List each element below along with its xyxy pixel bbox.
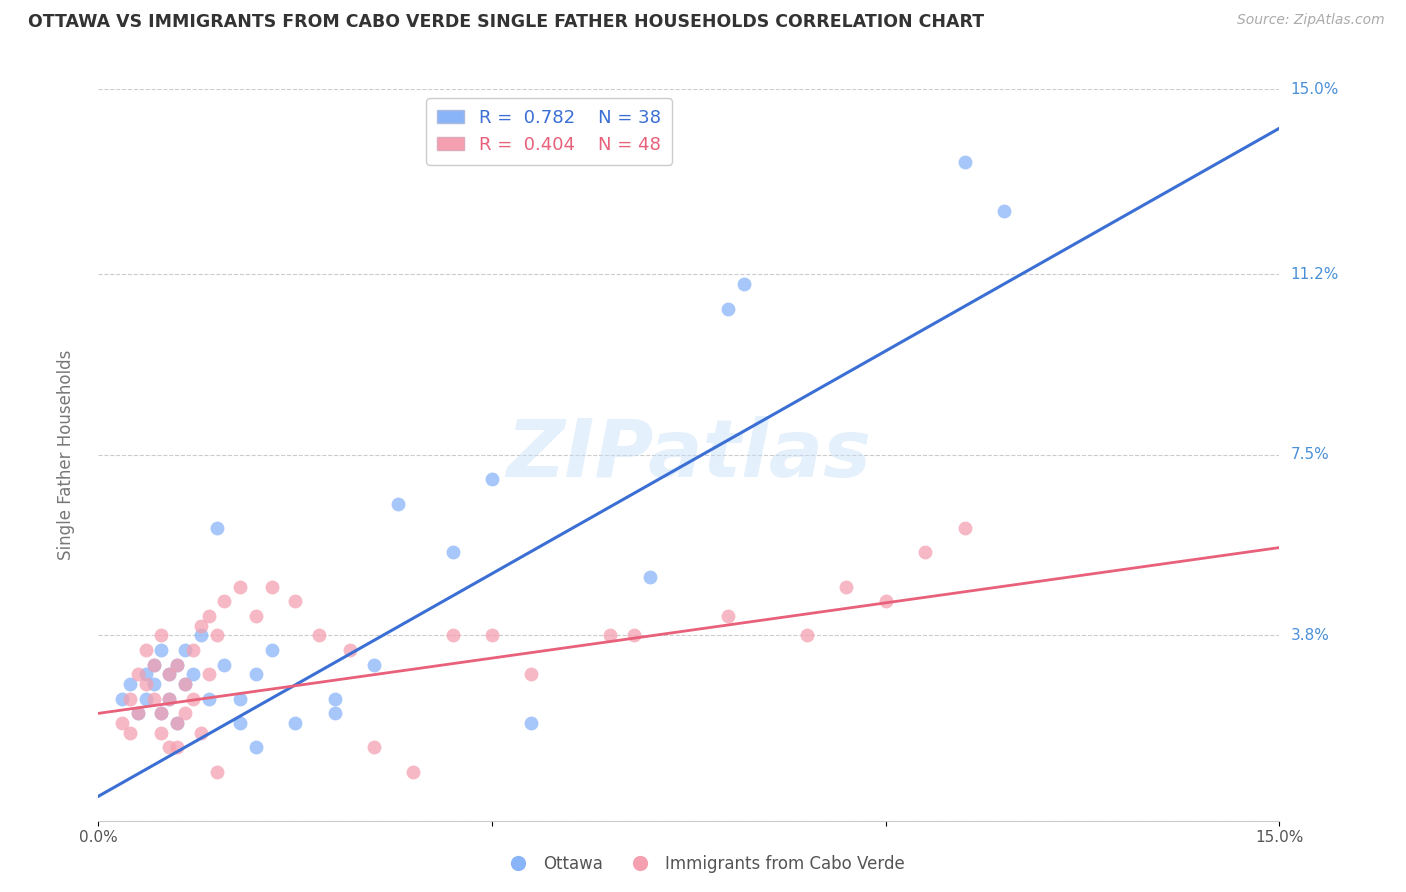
Point	[229, 580, 252, 594]
Point	[166, 657, 188, 672]
Point	[142, 677, 165, 691]
Point	[993, 204, 1015, 219]
Point	[205, 628, 228, 642]
Point	[135, 677, 157, 691]
Text: ZIPatlas: ZIPatlas	[506, 416, 872, 494]
Text: 11.2%: 11.2%	[1291, 267, 1339, 282]
Point	[953, 521, 976, 535]
Point	[111, 716, 134, 731]
Point	[157, 667, 180, 681]
Point	[127, 706, 149, 721]
Point	[796, 628, 818, 642]
Point	[190, 726, 212, 740]
Point	[441, 545, 464, 559]
Point	[323, 706, 346, 721]
Point	[520, 667, 543, 681]
Point	[150, 643, 173, 657]
Point	[733, 277, 755, 292]
Point	[142, 657, 165, 672]
Text: OTTAWA VS IMMIGRANTS FROM CABO VERDE SINGLE FATHER HOUSEHOLDS CORRELATION CHART: OTTAWA VS IMMIGRANTS FROM CABO VERDE SIN…	[28, 13, 984, 31]
Point	[118, 677, 141, 691]
Point	[118, 726, 141, 740]
Point	[181, 643, 204, 657]
Point	[441, 628, 464, 642]
Point	[142, 657, 165, 672]
Point	[174, 677, 197, 691]
Text: 7.5%: 7.5%	[1291, 448, 1329, 462]
Point	[205, 521, 228, 535]
Point	[229, 691, 252, 706]
Text: 3.8%: 3.8%	[1291, 628, 1330, 643]
Point	[205, 764, 228, 779]
Point	[914, 545, 936, 559]
Point	[214, 657, 236, 672]
Point	[245, 667, 267, 681]
Point	[245, 608, 267, 623]
Point	[623, 628, 645, 642]
Point	[717, 608, 740, 623]
Point	[157, 691, 180, 706]
Point	[260, 580, 283, 594]
Point	[166, 657, 188, 672]
Point	[284, 594, 307, 608]
Point	[127, 706, 149, 721]
Y-axis label: Single Father Households: Single Father Households	[56, 350, 75, 560]
Point	[284, 716, 307, 731]
Point	[229, 716, 252, 731]
Point	[127, 667, 149, 681]
Point	[599, 628, 621, 642]
Point	[363, 657, 385, 672]
Legend: Ottawa, Immigrants from Cabo Verde: Ottawa, Immigrants from Cabo Verde	[495, 848, 911, 880]
Point	[197, 691, 219, 706]
Point	[197, 608, 219, 623]
Point	[402, 764, 425, 779]
Legend: R =  0.782    N = 38, R =  0.404    N = 48: R = 0.782 N = 38, R = 0.404 N = 48	[426, 98, 672, 165]
Point	[190, 618, 212, 632]
Point	[118, 691, 141, 706]
Point	[181, 691, 204, 706]
Point	[308, 628, 330, 642]
Point	[150, 706, 173, 721]
Point	[111, 691, 134, 706]
Point	[214, 594, 236, 608]
Point	[150, 706, 173, 721]
Point	[387, 497, 409, 511]
Point	[181, 667, 204, 681]
Point	[135, 691, 157, 706]
Point	[323, 691, 346, 706]
Point	[481, 472, 503, 486]
Point	[190, 628, 212, 642]
Point	[520, 716, 543, 731]
Point	[174, 677, 197, 691]
Point	[150, 726, 173, 740]
Point	[174, 643, 197, 657]
Point	[638, 570, 661, 584]
Point	[339, 643, 361, 657]
Point	[481, 628, 503, 642]
Point	[174, 706, 197, 721]
Text: 15.0%: 15.0%	[1291, 82, 1339, 96]
Point	[953, 155, 976, 169]
Point	[157, 667, 180, 681]
Point	[157, 740, 180, 755]
Point	[835, 580, 858, 594]
Point	[135, 667, 157, 681]
Point	[150, 628, 173, 642]
Point	[197, 667, 219, 681]
Point	[260, 643, 283, 657]
Point	[135, 643, 157, 657]
Point	[166, 716, 188, 731]
Point	[166, 740, 188, 755]
Point	[363, 740, 385, 755]
Point	[142, 691, 165, 706]
Text: Source: ZipAtlas.com: Source: ZipAtlas.com	[1237, 13, 1385, 28]
Point	[157, 691, 180, 706]
Point	[717, 301, 740, 316]
Point	[875, 594, 897, 608]
Point	[245, 740, 267, 755]
Point	[166, 716, 188, 731]
